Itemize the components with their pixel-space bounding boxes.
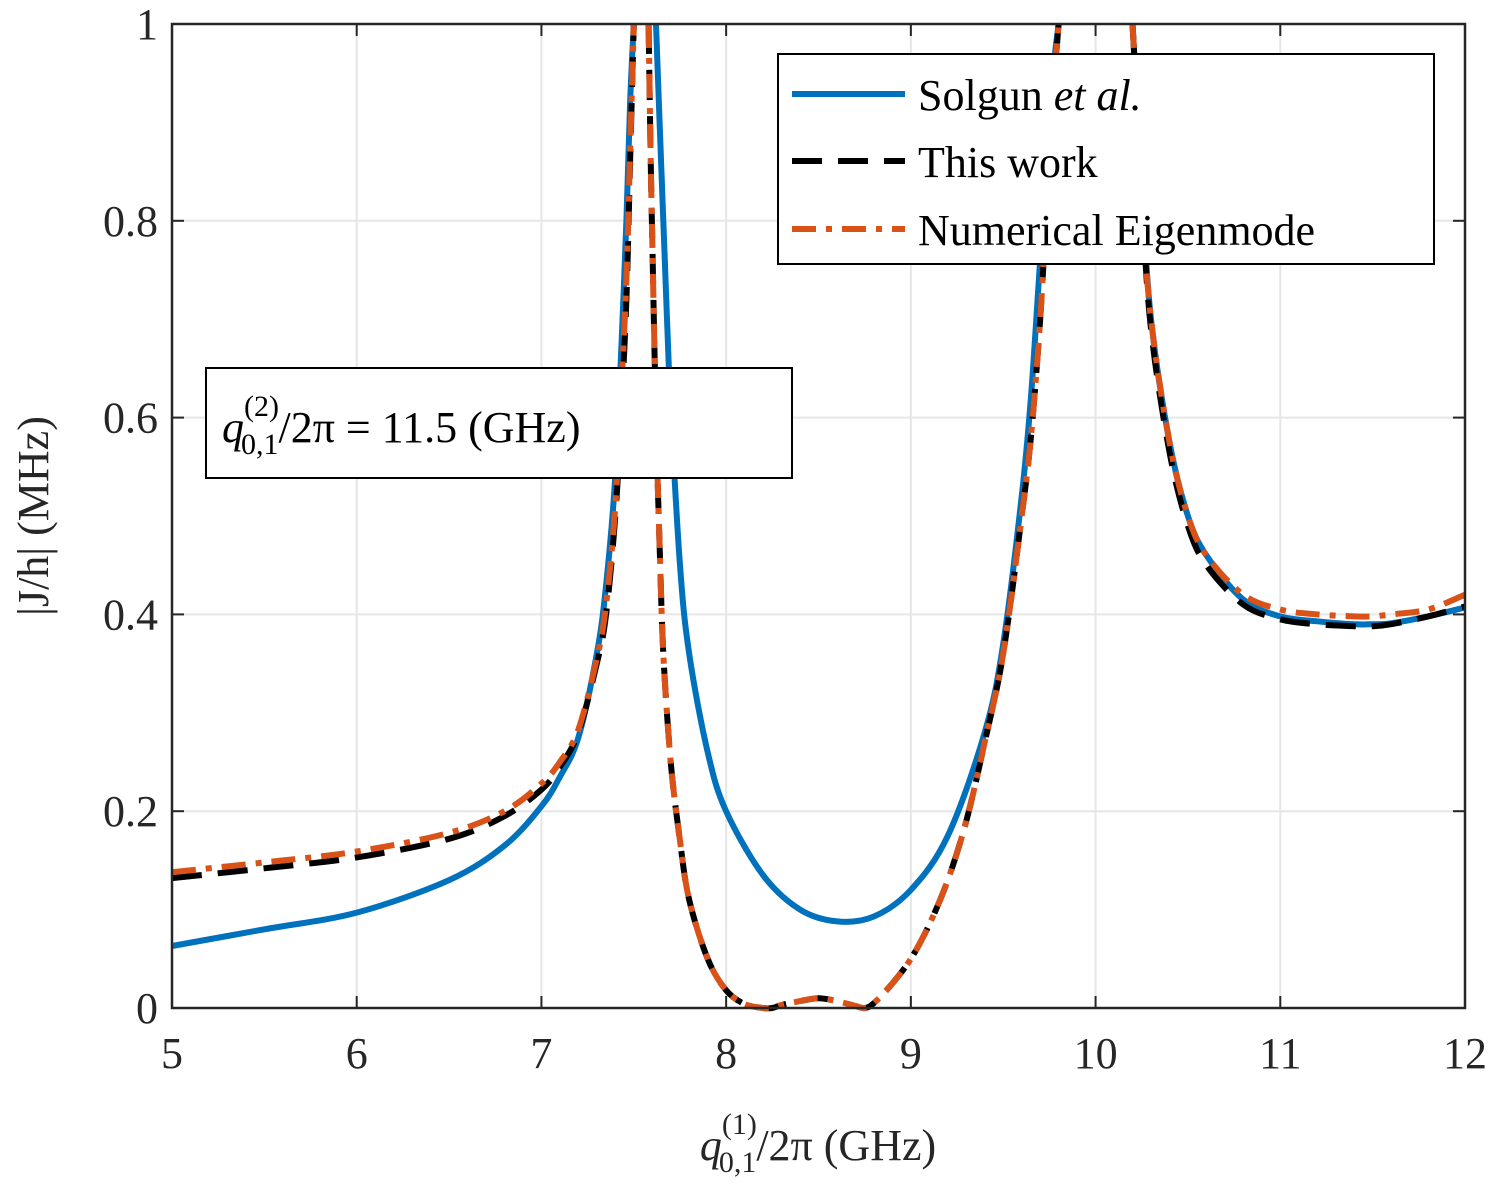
y-axis-label: |J/h| (MHz) bbox=[9, 416, 58, 616]
legend-label-solgun-name: Solgun bbox=[918, 71, 1043, 120]
y-tick-label: 1 bbox=[136, 0, 158, 49]
annotation-frame bbox=[205, 367, 793, 479]
annotation-text: q(2) 0,1/2π = 11.5 (GHz) bbox=[222, 390, 581, 461]
legend-label-numerical-eigenmode: Numerical Eigenmode bbox=[918, 206, 1315, 255]
annotation-box: q(2) 0,1/2π = 11.5 (GHz) bbox=[205, 367, 793, 479]
legend: Solgun et al. This work Numerical Eigenm… bbox=[777, 53, 1435, 265]
legend-label-solgun: Solgun et al. bbox=[918, 71, 1142, 120]
plot-frame bbox=[170, 22, 1467, 1010]
x-tick-label: 8 bbox=[715, 1029, 737, 1078]
x-tick-label: 7 bbox=[530, 1029, 552, 1078]
x-tick-label: 6 bbox=[346, 1029, 368, 1078]
y-tick-label: 0.8 bbox=[103, 197, 158, 246]
x-axis-label: q(1) 0,1/2π (GHz) bbox=[700, 1108, 936, 1179]
y-tick-label: 0.2 bbox=[103, 787, 158, 836]
x-axis-label-superscript: (1) bbox=[722, 1108, 757, 1141]
x-tick-label: 10 bbox=[1074, 1029, 1118, 1078]
legend-label-solgun-italic: et al. bbox=[1054, 71, 1142, 120]
annotation-rest: /2π = 11.5 (GHz) bbox=[278, 403, 580, 452]
legend-label-this-work: This work bbox=[918, 138, 1098, 187]
ticks: 5 6 7 8 9 10 11 12 0 0.2 0.4 0.6 0.8 1 bbox=[103, 0, 1487, 1078]
x-axis-label-subscript: 0,1 bbox=[719, 1146, 757, 1179]
y-tick-label: 0.4 bbox=[103, 590, 158, 639]
annotation-superscript: (2) bbox=[244, 390, 279, 423]
x-tick-label: 11 bbox=[1259, 1029, 1301, 1078]
annotation-symbol: q bbox=[222, 403, 244, 452]
x-axis-label-symbol: q bbox=[700, 1121, 722, 1170]
x-axis-label-rest: /2π (GHz) bbox=[756, 1121, 936, 1170]
x-tick-label: 12 bbox=[1443, 1029, 1487, 1078]
annotation-subscript: 0,1 bbox=[241, 428, 279, 461]
y-tick-label: 0.6 bbox=[103, 394, 158, 443]
x-tick-label: 5 bbox=[161, 1029, 183, 1078]
y-tick-label: 0 bbox=[136, 984, 158, 1033]
x-tick-label: 9 bbox=[900, 1029, 922, 1078]
